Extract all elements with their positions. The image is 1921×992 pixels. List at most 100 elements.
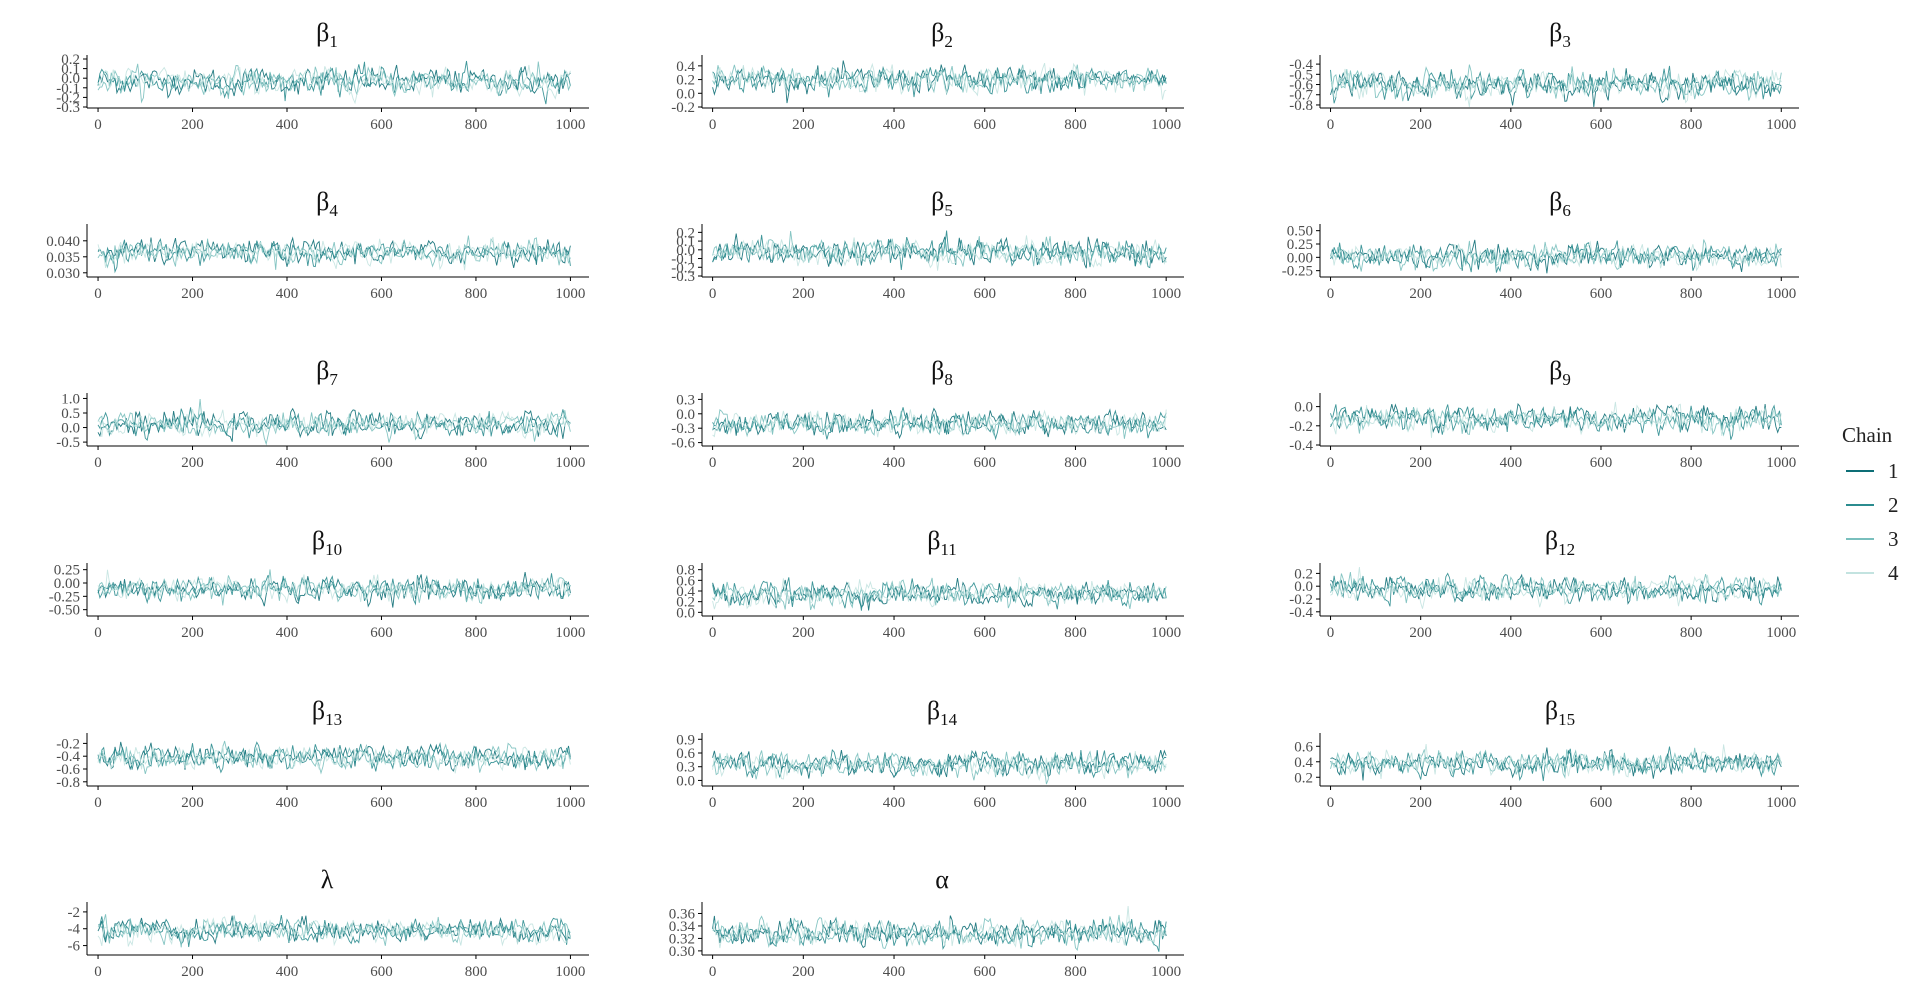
y-tick-label: 0.2: [61, 52, 80, 68]
trace-panel: β3 -0.8-0.7-0.6-0.5-0.4 0 200 400 600 800 1000: [1289, 18, 1799, 133]
chain-2-trace: [712, 65, 1167, 98]
trace-panel: β10 -0.50-0.250.000.25 0 200 400 600 800 1000: [49, 526, 589, 641]
panel-title-subscript: 1: [329, 32, 338, 51]
x-tick-label: 600: [1590, 286, 1613, 302]
legend-label-chain-3: 3: [1888, 526, 1899, 551]
trace-panel: β2 -0.20.00.20.4 0 200 400 600 800 1000: [671, 18, 1184, 133]
x-tick-label: 0: [709, 455, 717, 471]
y-tick-label: 0.1: [676, 234, 695, 250]
chain-2-trace: [712, 916, 1167, 952]
trace-panel: β14 0.00.30.60.9 0 200 400 600 800 1000: [676, 696, 1184, 811]
x-tick-label: 0: [709, 964, 717, 980]
legend-title: Chain: [1842, 423, 1893, 447]
y-tick-label: 0.0: [61, 421, 80, 437]
x-tick-label: 400: [883, 795, 906, 811]
x-tick-label: 400: [883, 964, 906, 980]
y-tick-label: 0.0: [1294, 400, 1313, 416]
x-tick-label: 600: [973, 964, 996, 980]
x-tick-label: 0: [1327, 795, 1335, 811]
legend-label-chain-2: 2: [1888, 492, 1899, 517]
x-tick-label: 400: [1500, 455, 1523, 471]
chain-4-trace: [712, 62, 1167, 100]
x-tick-label: 200: [181, 964, 204, 980]
y-tick-label: 0.2: [1294, 566, 1313, 582]
x-tick-label: 400: [883, 625, 906, 641]
chain-4-trace: [97, 569, 571, 604]
x-tick-label: 600: [1590, 795, 1613, 811]
chain-4-trace: [97, 236, 571, 271]
chain-3-trace: [1330, 747, 1782, 780]
panel-title: β4: [316, 187, 338, 220]
x-tick-label: 200: [1409, 286, 1432, 302]
panel-title-subscript: 12: [1558, 540, 1575, 559]
y-tick-label: 0.36: [669, 906, 696, 922]
y-tick-label: 0.25: [1287, 237, 1313, 253]
trace-panel: β9 -0.4 -0.2 0.0 0 200 400 600 800 1000: [1289, 356, 1799, 471]
y-tick-label: 0.8: [676, 563, 695, 579]
x-tick-label: 600: [973, 795, 996, 811]
x-tick-label: 800: [465, 117, 488, 133]
x-tick-label: 1000: [1151, 286, 1181, 302]
x-tick-label: 1000: [1766, 795, 1796, 811]
x-tick-label: 400: [883, 455, 906, 471]
x-tick-label: 1000: [1766, 625, 1796, 641]
y-tick-label: 0.6: [676, 573, 695, 589]
y-tick-label: -0.2: [56, 90, 80, 106]
chain-3-trace: [712, 231, 1167, 267]
y-tick-label: -0.3: [671, 269, 695, 285]
chain-3-trace: [712, 64, 1167, 94]
chain-4-trace: [1330, 401, 1782, 438]
x-tick-label: 400: [1500, 286, 1523, 302]
x-tick-label: 400: [276, 286, 299, 302]
panel-title-subscript: 2: [944, 32, 953, 51]
trace-panel: β11 0.00.20.40.60.8 0 200 400 600 800 1000: [676, 526, 1184, 641]
x-tick-label: 600: [973, 286, 996, 302]
y-tick-label: 0.2: [676, 73, 695, 89]
x-tick-label: 400: [276, 625, 299, 641]
y-tick-label: 0.9: [676, 732, 695, 748]
chain-4-trace: [1330, 68, 1782, 108]
x-tick-label: 1000: [555, 964, 585, 980]
x-tick-label: 1000: [555, 286, 585, 302]
y-tick-label: -0.25: [49, 589, 80, 605]
legend-key-chain-4: [1846, 572, 1874, 574]
x-tick-label: 1000: [555, 455, 585, 471]
panel-title: β15: [1545, 696, 1575, 729]
chain-4-trace: [1330, 240, 1782, 272]
panel-title-subscript: 9: [1562, 370, 1571, 389]
x-tick-label: 800: [1680, 625, 1703, 641]
x-tick-label: 800: [1680, 117, 1703, 133]
chain-4-trace: [97, 408, 571, 440]
panel-title: β5: [931, 187, 953, 220]
y-tick-label: -0.4: [1289, 57, 1313, 73]
panel-title-subscript: 3: [1562, 32, 1571, 51]
x-tick-label: 1000: [1766, 455, 1796, 471]
y-tick-label: -0.3: [56, 100, 80, 116]
x-tick-label: 1000: [555, 795, 585, 811]
panel-title: β3: [1549, 18, 1571, 51]
legend-key-chain-1: [1846, 470, 1874, 472]
x-tick-label: 400: [883, 286, 906, 302]
x-tick-label: 200: [792, 625, 815, 641]
trace-panel: β5 -0.3-0.2-0.10.00.10.2 0 200 400 600 800 1000: [671, 187, 1184, 302]
x-tick-label: 600: [370, 625, 393, 641]
x-tick-label: 0: [94, 625, 102, 641]
x-tick-label: 600: [973, 625, 996, 641]
legend-item-chain-2: 2: [1842, 488, 1917, 522]
chain-4-trace: [712, 235, 1167, 271]
y-tick-label: 0.50: [1287, 224, 1313, 240]
y-tick-label: -0.3: [671, 421, 695, 437]
x-tick-label: 1000: [1151, 117, 1181, 133]
panel-title-subscript: 10: [325, 540, 342, 559]
chain-2-trace: [1330, 240, 1782, 273]
x-tick-label: 0: [1327, 625, 1335, 641]
chain-3-trace: [97, 398, 571, 446]
y-tick-label: -0.50: [49, 603, 80, 619]
x-tick-label: 800: [1064, 964, 1087, 980]
y-tick-label: -0.6: [671, 436, 695, 452]
x-tick-label: 800: [1680, 795, 1703, 811]
chain-3-trace: [712, 914, 1167, 952]
chain-4-trace: [712, 409, 1167, 438]
y-tick-label: -0.4: [1289, 438, 1313, 454]
